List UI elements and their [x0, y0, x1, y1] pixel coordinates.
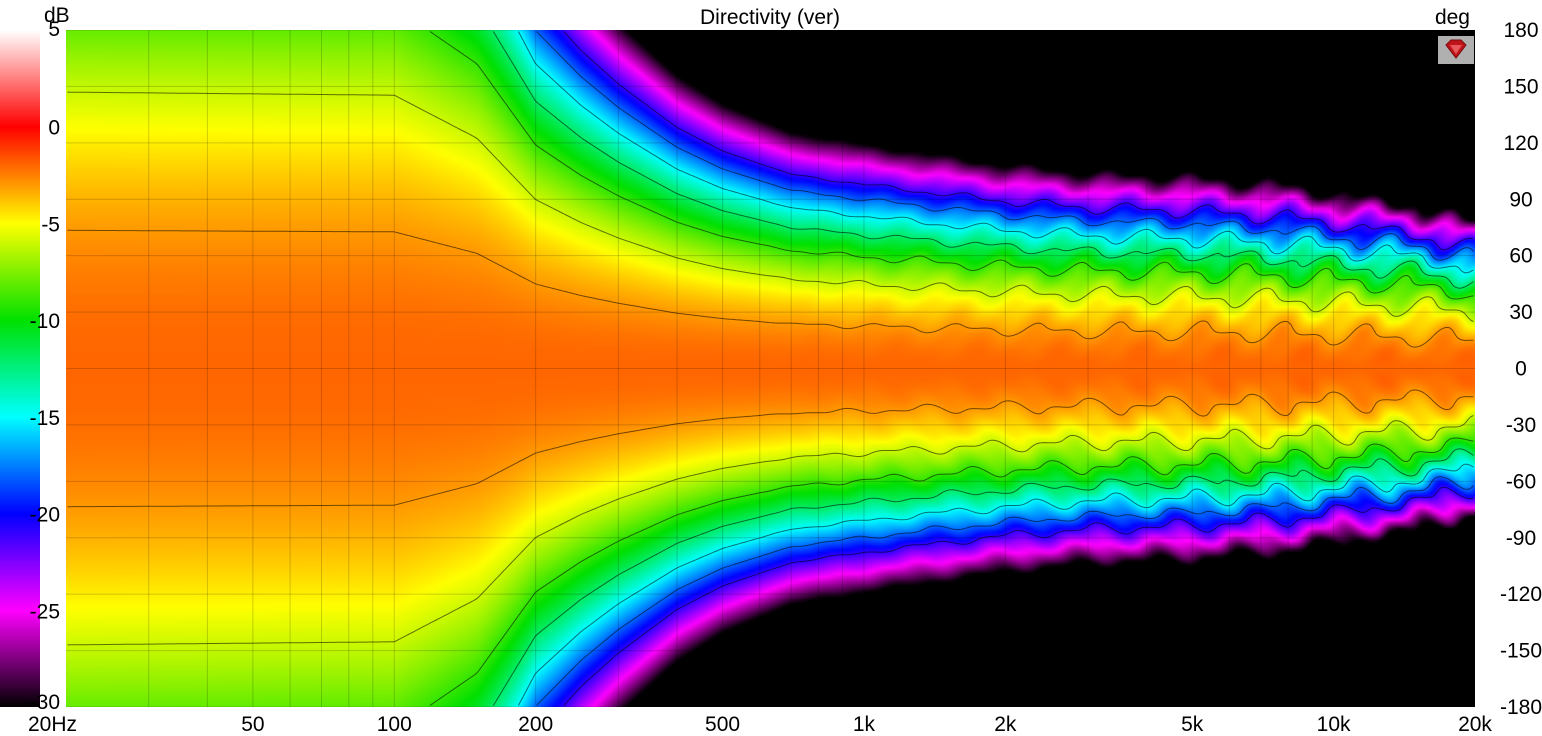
y-tick-label: 150 [1503, 75, 1538, 98]
colorbar-tick-label: -5 [41, 213, 60, 236]
x-tick-label: 5k [1181, 713, 1204, 736]
diamond-logo-icon [1438, 36, 1474, 64]
contour-line [492, 31, 1474, 706]
y-tick-label: -60 [1506, 470, 1536, 493]
contour-line [536, 31, 1474, 706]
chart-title: Directivity (ver) [700, 6, 840, 29]
x-tick-label: 100 [377, 713, 412, 736]
y-tick-label: 30 [1509, 301, 1532, 324]
colorbar-tick-label: -30 [30, 691, 60, 714]
right-axis-unit-label: deg [1435, 6, 1470, 29]
x-tick-label: 10k [1317, 713, 1351, 736]
y-tick-label: 90 [1509, 188, 1532, 211]
contour-line [517, 31, 1474, 706]
contour-line [429, 31, 1474, 706]
contour-line [67, 91, 1474, 646]
x-tick-label: 50 [241, 713, 264, 736]
x-tick-label: 200 [518, 713, 553, 736]
y-tick-label: 60 [1509, 245, 1532, 268]
y-tick-label: -150 [1500, 640, 1542, 663]
x-tick-label: 500 [705, 713, 740, 736]
colorbar-tick-labels: 5 0 -5 -10 -15 -20 -25 -30 [30, 18, 60, 714]
contour-lines [67, 31, 1474, 706]
x-tick-label: 20Hz [28, 713, 77, 736]
colorbar-tick-label: -25 [30, 600, 60, 623]
y-tick-label: 180 [1503, 19, 1538, 42]
colorbar-tick-label: 0 [48, 117, 60, 140]
y-tick-label: 0 [1515, 358, 1527, 381]
x-tick-label: 2k [994, 713, 1017, 736]
x-tick-label: 20k [1458, 713, 1492, 736]
y-tick-label: -30 [1506, 414, 1536, 437]
x-axis-tick-labels: 20Hz 50 100 200 500 1k 2k 5k 10k 20k [28, 713, 1492, 736]
colorbar-unit-label: dB [44, 4, 70, 27]
y-tick-label: 120 [1503, 132, 1538, 155]
colorbar [0, 30, 40, 707]
x-tick-label: 1k [853, 713, 876, 736]
contour-line [67, 229, 1474, 508]
colorbar-tick-label: -20 [30, 504, 60, 527]
y-axis-tick-labels: 180 150 120 90 60 30 0 -30 -60 -90 -120 -150 -180 [1500, 19, 1542, 719]
colorbar-tick-label: 5 [48, 18, 60, 41]
y-tick-label: -180 [1500, 696, 1542, 719]
colorbar-tick-label: -15 [30, 407, 60, 430]
heatmap-image [66, 30, 1475, 707]
y-tick-label: -90 [1506, 527, 1536, 550]
contour-line [563, 31, 1474, 706]
y-tick-label: -120 [1500, 583, 1542, 606]
colorbar-tick-label: -10 [30, 310, 60, 333]
grid-lines [66, 30, 1475, 707]
